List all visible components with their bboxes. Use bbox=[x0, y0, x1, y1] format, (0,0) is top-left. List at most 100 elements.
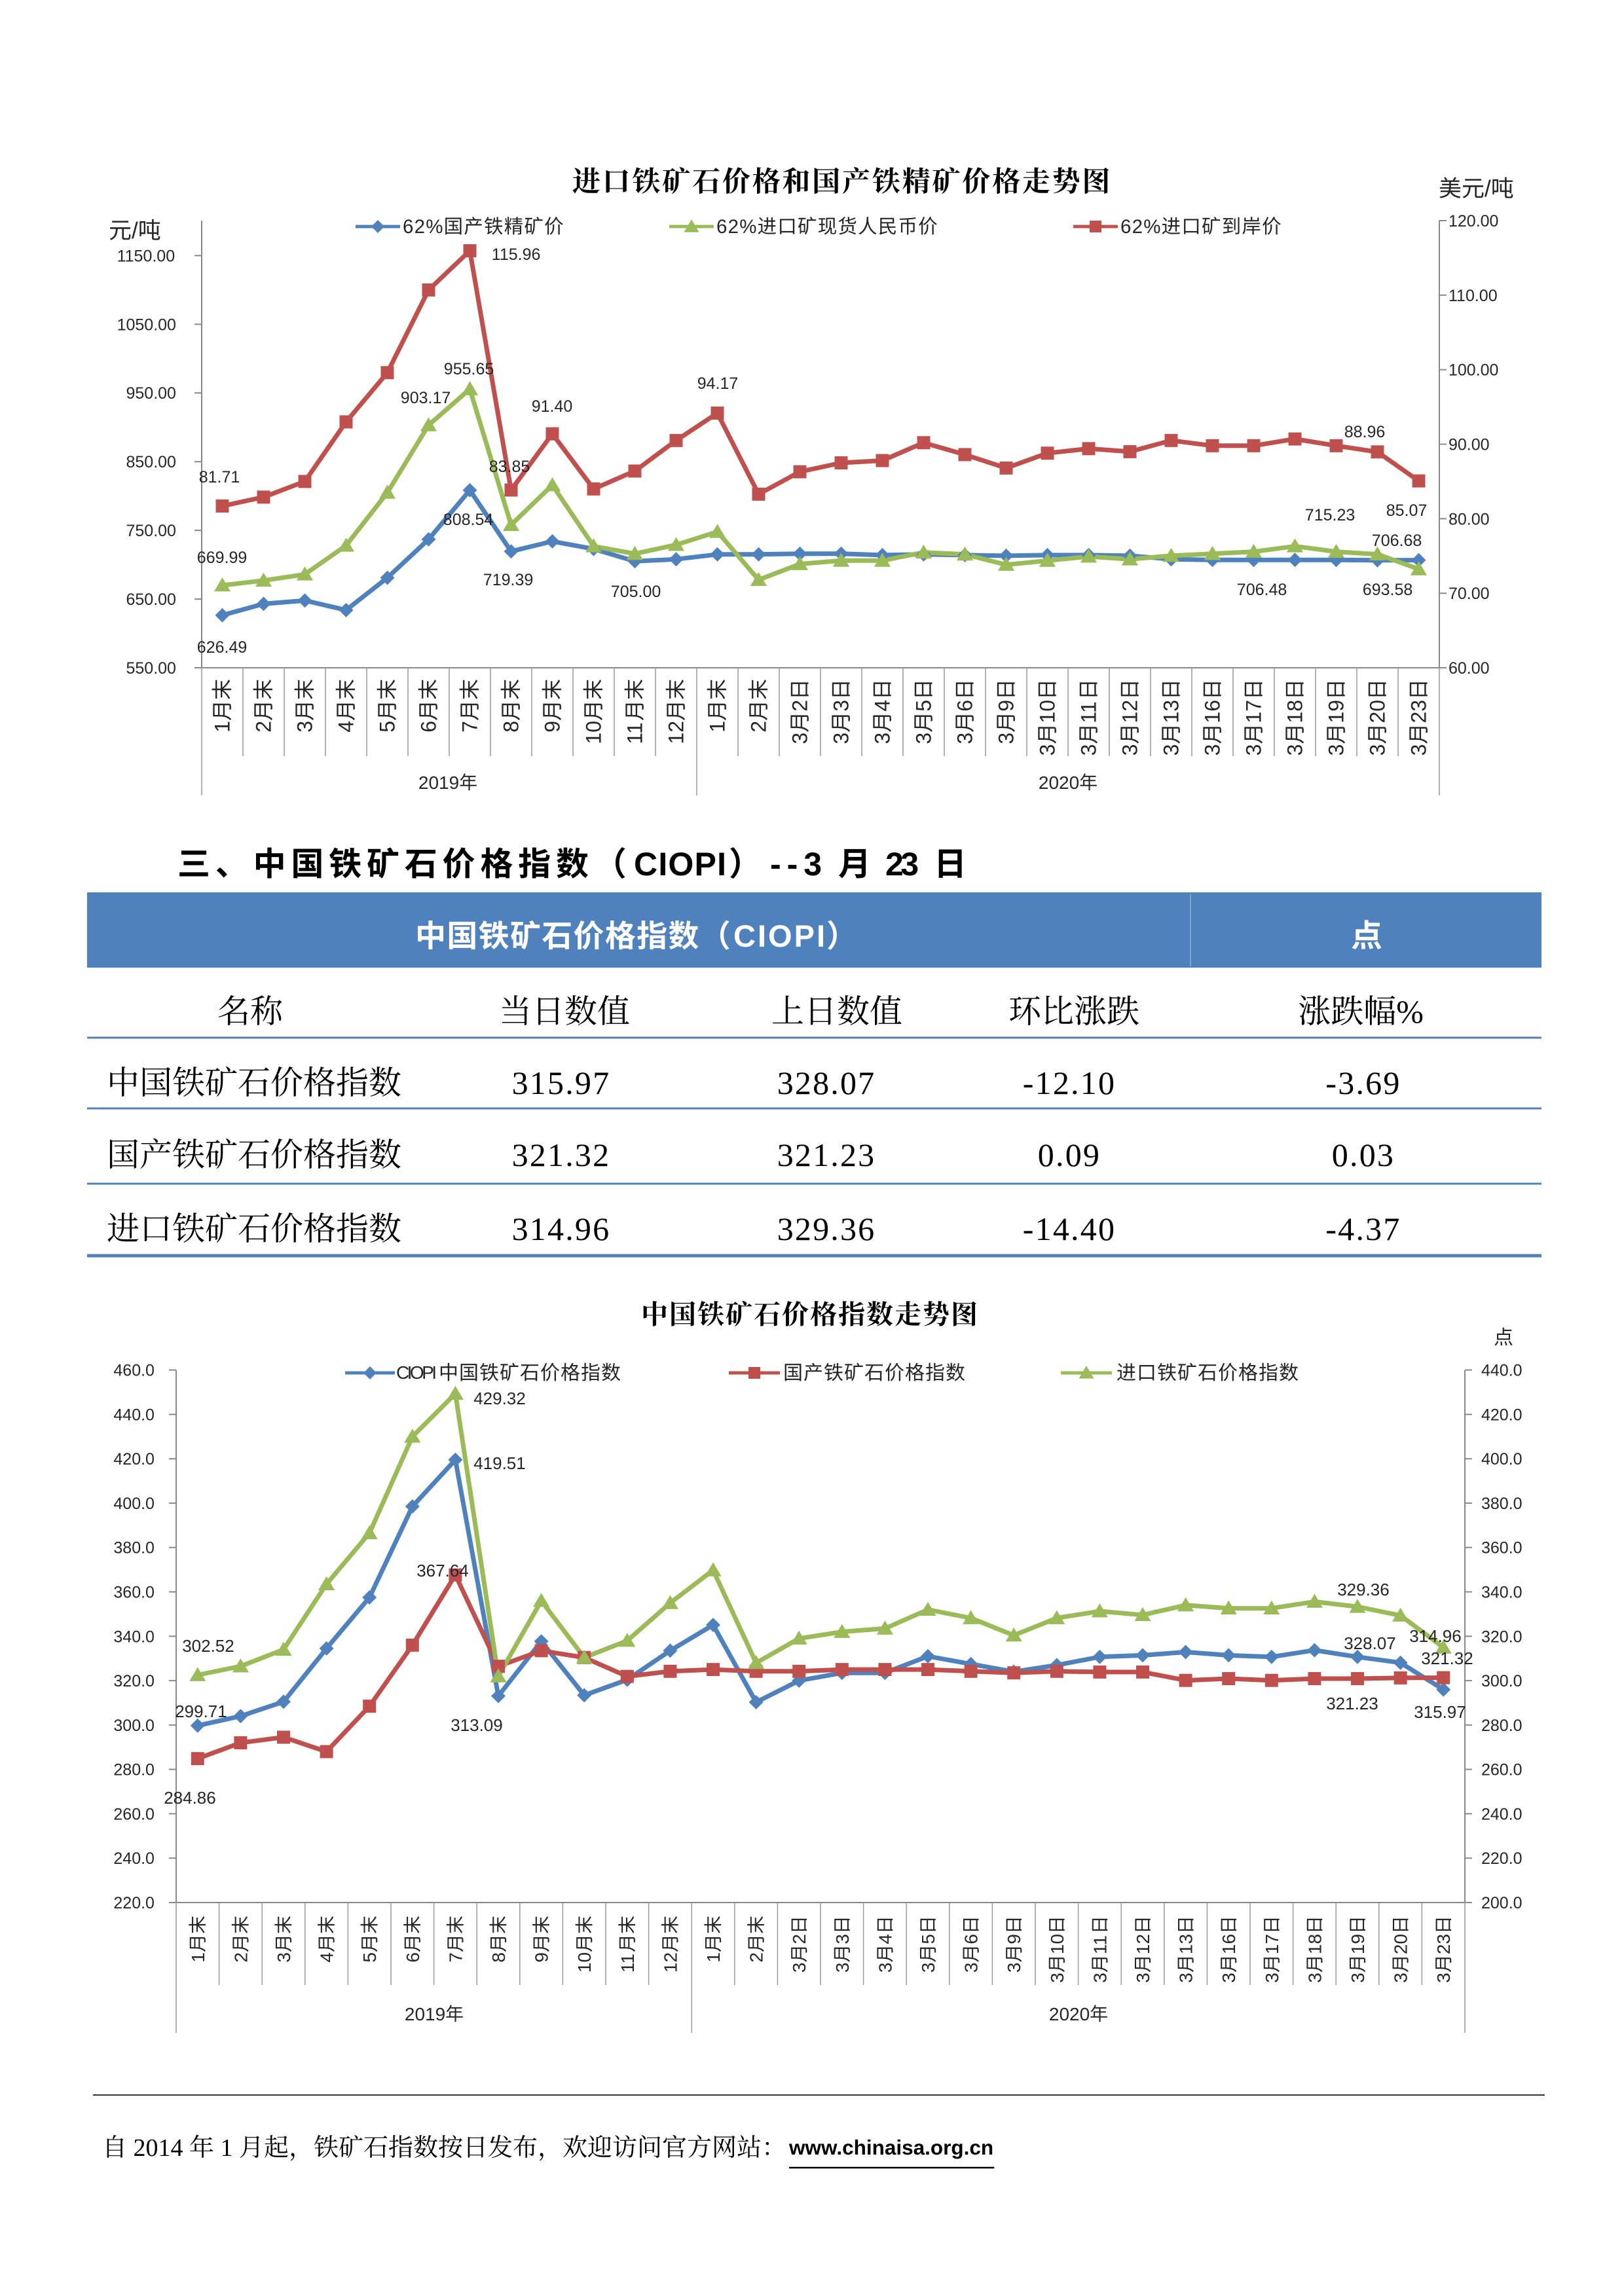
svg-text:11: 11 bbox=[1090, 1935, 1110, 1954]
svg-text:669.99: 669.99 bbox=[197, 549, 247, 567]
svg-text:420.0: 420.0 bbox=[113, 1450, 155, 1468]
svg-text:400.0: 400.0 bbox=[113, 1495, 155, 1513]
svg-text:-12.10: -12.10 bbox=[1023, 1065, 1116, 1101]
svg-text:1: 1 bbox=[706, 721, 729, 733]
svg-text:260.0: 260.0 bbox=[113, 1805, 155, 1823]
svg-text:2: 2 bbox=[788, 700, 812, 712]
svg-text:3: 3 bbox=[1348, 1973, 1368, 1983]
svg-text:903.17: 903.17 bbox=[401, 389, 451, 407]
svg-text:4: 4 bbox=[871, 700, 895, 712]
svg-text:360.0: 360.0 bbox=[113, 1584, 155, 1602]
svg-text:6: 6 bbox=[403, 1952, 423, 1963]
svg-text:115.96: 115.96 bbox=[492, 246, 541, 264]
svg-text:320.0: 320.0 bbox=[113, 1672, 155, 1690]
svg-text:9: 9 bbox=[1004, 1934, 1024, 1944]
svg-text:60.00: 60.00 bbox=[1449, 659, 1490, 678]
svg-text:2019: 2019 bbox=[418, 773, 459, 793]
svg-text:299.71: 299.71 bbox=[175, 1702, 227, 1721]
svg-text:429.32: 429.32 bbox=[473, 1389, 526, 1408]
svg-text:10: 10 bbox=[1047, 1934, 1067, 1954]
svg-text:3: 3 bbox=[274, 1952, 294, 1963]
svg-text:3: 3 bbox=[832, 1934, 853, 1944]
svg-text:321.32: 321.32 bbox=[512, 1137, 611, 1173]
svg-text:1: 1 bbox=[188, 1952, 208, 1963]
svg-text:380.0: 380.0 bbox=[113, 1539, 155, 1558]
svg-text:808.54: 808.54 bbox=[443, 511, 494, 529]
svg-text:300.0: 300.0 bbox=[1481, 1672, 1522, 1690]
svg-text:5: 5 bbox=[918, 1934, 938, 1944]
svg-text:7: 7 bbox=[458, 721, 482, 733]
svg-text:12: 12 bbox=[665, 721, 688, 744]
svg-text:CIOPI: CIOPI bbox=[634, 846, 726, 883]
svg-text:367.64: 367.64 bbox=[416, 1561, 469, 1580]
svg-text:19: 19 bbox=[1325, 700, 1348, 723]
svg-text:2: 2 bbox=[789, 1934, 809, 1944]
svg-text:6: 6 bbox=[961, 1934, 982, 1944]
svg-text:950.00: 950.00 bbox=[126, 384, 176, 403]
svg-text:320.0: 320.0 bbox=[1481, 1628, 1522, 1646]
svg-text:220.0: 220.0 bbox=[1481, 1850, 1522, 1868]
svg-text:CIOPI: CIOPI bbox=[396, 1362, 437, 1383]
svg-text:3: 3 bbox=[830, 700, 853, 712]
svg-text:0.03: 0.03 bbox=[1332, 1137, 1395, 1173]
svg-text:315.97: 315.97 bbox=[512, 1065, 611, 1101]
svg-text:3: 3 bbox=[1047, 1973, 1067, 1983]
svg-text:20: 20 bbox=[1366, 700, 1390, 723]
svg-text:8: 8 bbox=[500, 721, 523, 733]
svg-text:3: 3 bbox=[1160, 744, 1183, 756]
svg-text:23: 23 bbox=[885, 846, 919, 883]
svg-text:3: 3 bbox=[1219, 1973, 1239, 1983]
svg-text:400.0: 400.0 bbox=[1481, 1450, 1522, 1468]
svg-text:321.23: 321.23 bbox=[1326, 1694, 1378, 1713]
svg-text:3: 3 bbox=[1133, 1973, 1153, 1983]
svg-text:12: 12 bbox=[1133, 1934, 1153, 1954]
svg-text:440.0: 440.0 bbox=[113, 1406, 155, 1424]
svg-text:18: 18 bbox=[1283, 700, 1307, 723]
svg-text:3: 3 bbox=[1283, 744, 1307, 756]
svg-text:550.00: 550.00 bbox=[126, 659, 176, 678]
svg-text:314.96: 314.96 bbox=[512, 1211, 611, 1247]
svg-text:3: 3 bbox=[1304, 1973, 1325, 1983]
svg-text:10: 10 bbox=[582, 721, 606, 744]
svg-text:70.00: 70.00 bbox=[1449, 585, 1490, 603]
svg-text:3: 3 bbox=[875, 1963, 895, 1973]
svg-text:3: 3 bbox=[1391, 1973, 1411, 1983]
svg-text:240.0: 240.0 bbox=[1481, 1805, 1522, 1823]
svg-text:-14.40: -14.40 bbox=[1023, 1211, 1116, 1247]
svg-text:-3.69: -3.69 bbox=[1325, 1065, 1401, 1101]
svg-text:3: 3 bbox=[788, 733, 812, 744]
svg-text:200.0: 200.0 bbox=[1481, 1894, 1522, 1912]
svg-text:705.00: 705.00 bbox=[611, 583, 661, 601]
svg-text:328.07: 328.07 bbox=[1344, 1633, 1396, 1653]
svg-text:5: 5 bbox=[912, 700, 936, 712]
svg-text:693.58: 693.58 bbox=[1363, 581, 1412, 599]
svg-text:2: 2 bbox=[231, 1952, 251, 1963]
svg-text:18: 18 bbox=[1304, 1934, 1325, 1954]
svg-text:313.09: 313.09 bbox=[451, 1715, 503, 1735]
svg-text:6: 6 bbox=[417, 721, 441, 733]
svg-text:420.0: 420.0 bbox=[1481, 1406, 1522, 1424]
svg-text:2019: 2019 bbox=[405, 2004, 445, 2024]
svg-text:4: 4 bbox=[875, 1934, 895, 1944]
svg-text:3: 3 bbox=[1201, 744, 1225, 756]
svg-text:3: 3 bbox=[1004, 1963, 1024, 1973]
svg-text:CIOPI: CIOPI bbox=[733, 919, 825, 953]
svg-text:3: 3 bbox=[789, 1963, 809, 1973]
svg-text:23: 23 bbox=[1433, 1934, 1454, 1954]
svg-text:715.23: 715.23 bbox=[1305, 506, 1355, 524]
svg-text:340.0: 340.0 bbox=[1481, 1584, 1522, 1602]
svg-text:81.71: 81.71 bbox=[199, 468, 240, 486]
svg-text:280.0: 280.0 bbox=[1481, 1717, 1522, 1735]
svg-text:1050.00: 1050.00 bbox=[117, 316, 176, 334]
svg-text:62%: 62% bbox=[1120, 216, 1162, 238]
svg-text:321.23: 321.23 bbox=[777, 1137, 876, 1173]
svg-text:3: 3 bbox=[918, 1963, 938, 1973]
svg-text:626.49: 626.49 bbox=[197, 638, 247, 657]
svg-text:120.00: 120.00 bbox=[1449, 212, 1498, 230]
svg-text:83.85: 83.85 bbox=[489, 458, 530, 476]
svg-text:315.97: 315.97 bbox=[1414, 1702, 1466, 1722]
svg-text:3: 3 bbox=[1242, 744, 1266, 756]
svg-text:3: 3 bbox=[1118, 744, 1142, 756]
svg-text:314.96: 314.96 bbox=[1409, 1626, 1462, 1646]
svg-text:5: 5 bbox=[360, 1952, 380, 1963]
